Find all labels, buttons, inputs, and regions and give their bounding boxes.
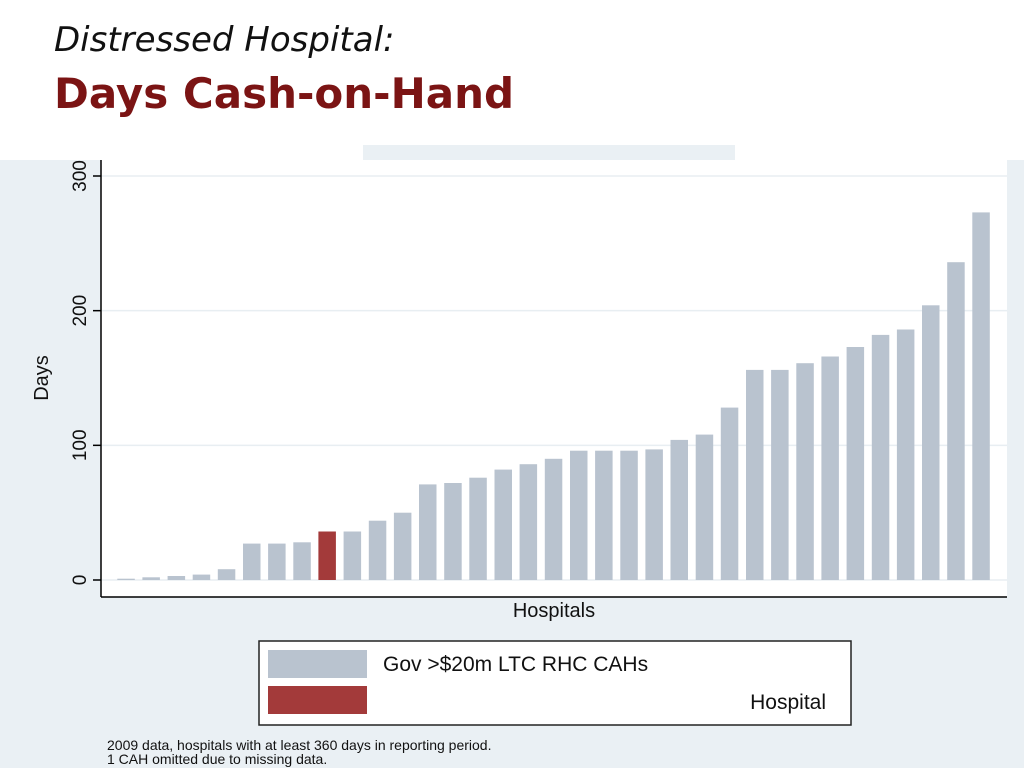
bar-gov-cah: [620, 450, 638, 580]
bars: [117, 212, 990, 580]
bar-gov-cah: [771, 369, 789, 580]
y-tick-label: 0: [70, 575, 91, 586]
background-patch-left: [0, 145, 363, 160]
legend: Gov >$20m LTC RHC CAHs Hospital: [258, 640, 852, 726]
bar-gov-cah: [419, 484, 437, 580]
bar-hospital: [318, 531, 336, 580]
bar-gov-cah: [293, 542, 311, 580]
legend-label-gov: Gov >$20m LTC RHC CAHs: [383, 653, 648, 676]
bar-gov-cah: [544, 458, 563, 580]
y-tick-label: 200: [70, 295, 91, 327]
bar-gov-cah: [695, 434, 714, 580]
legend-swatch-gov: [268, 650, 367, 678]
footnotes: 2009 data, hospitals with at least 360 d…: [107, 738, 491, 766]
y-axis-label: Days: [31, 355, 53, 401]
bar-gov-cah: [922, 305, 940, 580]
bar-gov-cah: [519, 464, 538, 580]
bar-gov-cah: [595, 450, 613, 580]
bar-gov-cah: [746, 369, 764, 580]
bar-gov-cah: [821, 356, 839, 580]
bar-gov-cah: [494, 469, 512, 580]
footnote-line-1: 2009 data, hospitals with at least 360 d…: [107, 737, 492, 753]
background-patch-right: [735, 145, 1024, 160]
bar-gov-cah: [469, 477, 487, 580]
bar-gov-cah: [896, 329, 915, 580]
bar-gov-cah: [972, 212, 990, 580]
bar-gov-cah: [142, 577, 160, 580]
bar-gov-cah: [243, 543, 261, 580]
legend-swatch-hospital: [268, 686, 367, 714]
bar-gov-cah: [192, 574, 211, 580]
bar-gov-cah: [871, 334, 890, 580]
bar-gov-cah: [570, 450, 588, 580]
x-axis-label: Hospitals: [513, 600, 595, 622]
slide-subtitle: Distressed Hospital:: [54, 20, 395, 60]
bar-gov-cah: [444, 483, 462, 580]
y-tick-label: 300: [70, 160, 91, 192]
bar-gov-cah: [167, 576, 186, 580]
footnote-line-2: 1 CAH omitted due to missing data.: [107, 751, 328, 767]
slide-title: Days Cash-on-Hand: [54, 69, 515, 118]
bar-gov-cah: [343, 531, 362, 580]
bar-gov-cah: [846, 347, 865, 580]
bar-gov-cah: [393, 512, 412, 580]
bar-gov-cah: [117, 578, 135, 580]
slide-title-block: Distressed Hospital: Days Cash-on-Hand: [54, 18, 514, 122]
y-tick-label: 100: [70, 429, 91, 461]
bar-gov-cah: [720, 407, 739, 580]
bar-gov-cah: [268, 543, 286, 580]
bar-gov-cah: [217, 569, 236, 580]
bar-gov-cah: [670, 439, 688, 580]
bar-gov-cah: [947, 262, 965, 580]
y-axis-ticks: 0 100 200 300: [70, 160, 101, 585]
bar-gov-cah: [368, 520, 387, 580]
bar-gov-cah: [645, 449, 663, 580]
legend-label-hospital: Hospital: [750, 691, 826, 714]
bar-gov-cah: [796, 363, 814, 580]
